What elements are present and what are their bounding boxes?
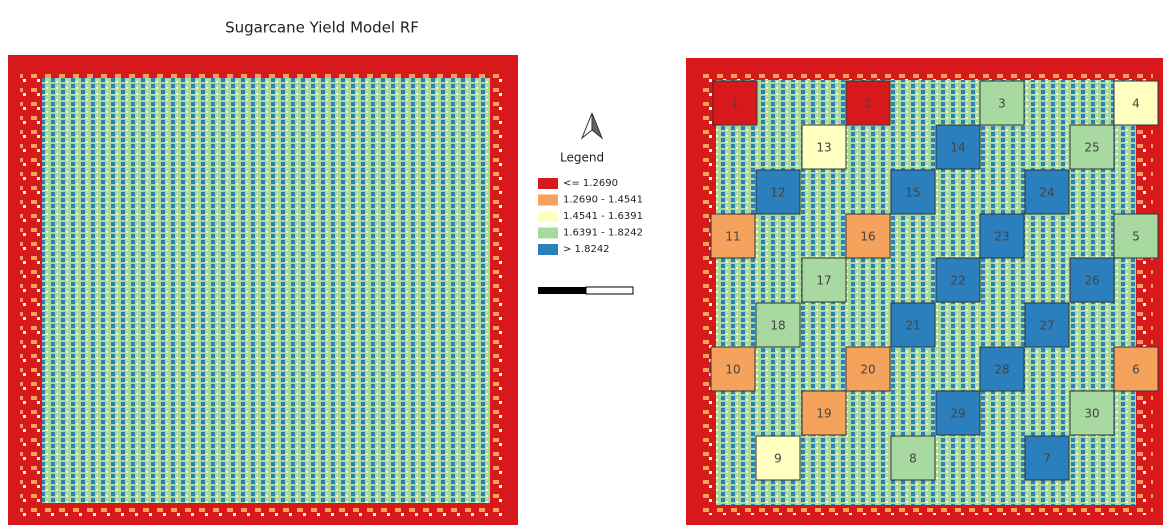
legend-label: 1.2690 - 1.4541 bbox=[563, 195, 643, 206]
plot-label: 20 bbox=[860, 363, 875, 377]
plot-label: 23 bbox=[994, 230, 1009, 244]
legend-label: > 1.8242 bbox=[563, 244, 610, 255]
scale-bar-black bbox=[538, 287, 586, 294]
north-arrow-left bbox=[582, 113, 592, 138]
legend-swatch bbox=[538, 228, 558, 239]
plot-label: 14 bbox=[950, 141, 965, 155]
scale-bar bbox=[538, 287, 633, 294]
legend-title: Legend bbox=[560, 151, 604, 165]
legend-swatch bbox=[538, 195, 558, 206]
plot-label: 4 bbox=[1132, 97, 1140, 111]
crop-area bbox=[42, 78, 490, 503]
plot-label: 8 bbox=[909, 452, 917, 466]
plot-label: 5 bbox=[1132, 230, 1140, 244]
plot-label: 21 bbox=[905, 319, 920, 333]
plot-label: 18 bbox=[770, 319, 785, 333]
legend-label: 1.4541 - 1.6391 bbox=[563, 211, 643, 222]
plot-label: 6 bbox=[1132, 363, 1140, 377]
plot-label: 9 bbox=[774, 452, 782, 466]
figure: Sugarcane Yield Model RF 123456789101112… bbox=[0, 0, 1163, 525]
left-map bbox=[8, 55, 518, 525]
plot-label: 11 bbox=[725, 230, 740, 244]
plot-label: 3 bbox=[998, 97, 1006, 111]
plot-label: 10 bbox=[725, 363, 740, 377]
legend-label: 1.6391 - 1.8242 bbox=[563, 228, 643, 239]
legend-swatch bbox=[538, 178, 558, 189]
legend-label: <= 1.2690 bbox=[563, 178, 618, 189]
plot-label: 12 bbox=[770, 186, 785, 200]
plot-label: 16 bbox=[860, 230, 875, 244]
legend: <= 1.2690 1.2690 - 1.4541 1.4541 - 1.6391 1… bbox=[538, 178, 643, 255]
map-title: Sugarcane Yield Model RF bbox=[225, 19, 419, 37]
plot-label: 29 bbox=[950, 407, 965, 421]
plot-label: 2 bbox=[864, 97, 872, 111]
plot-label: 28 bbox=[994, 363, 1009, 377]
plot-label: 26 bbox=[1084, 274, 1099, 288]
legend-swatch bbox=[538, 211, 558, 222]
plot-label: 27 bbox=[1039, 319, 1054, 333]
north-arrow-right bbox=[592, 113, 602, 138]
plot-label: 30 bbox=[1084, 407, 1099, 421]
plot-label: 13 bbox=[816, 141, 831, 155]
plot-label: 1 bbox=[731, 97, 739, 111]
plot-label: 24 bbox=[1039, 186, 1054, 200]
plot-label: 22 bbox=[950, 274, 965, 288]
scale-bar-white bbox=[586, 287, 633, 294]
plot-label: 25 bbox=[1084, 141, 1099, 155]
north-arrow bbox=[582, 113, 602, 138]
plot-label: 17 bbox=[816, 274, 831, 288]
plot-label: 19 bbox=[816, 407, 831, 421]
plot-label: 7 bbox=[1043, 452, 1051, 466]
legend-swatch bbox=[538, 244, 558, 255]
plot-label: 15 bbox=[905, 186, 920, 200]
